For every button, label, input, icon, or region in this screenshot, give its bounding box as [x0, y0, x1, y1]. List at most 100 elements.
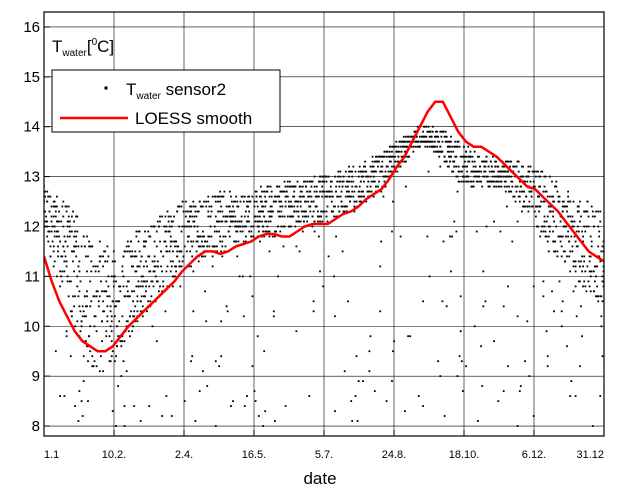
scatter-point	[123, 295, 126, 298]
scatter-point	[103, 290, 105, 293]
scatter-point	[504, 170, 507, 173]
scatter-point	[564, 250, 566, 253]
scatter-point	[484, 165, 487, 168]
scatter-point	[183, 225, 186, 228]
scatter-point	[310, 185, 313, 188]
scatter-point	[256, 225, 259, 228]
scatter-point	[280, 200, 283, 203]
scatter-point	[280, 225, 283, 228]
scatter-point	[524, 205, 526, 208]
scatter-point	[290, 205, 292, 208]
scatter-point	[66, 280, 69, 283]
scatter-point	[226, 310, 229, 313]
scatter-point	[48, 210, 51, 213]
scatter-point	[181, 260, 184, 263]
scatter-point	[146, 280, 148, 283]
scatter-point	[220, 320, 223, 323]
scatter-point	[225, 205, 228, 208]
scatter-point	[267, 220, 270, 223]
scatter-point	[65, 210, 68, 213]
scatter-point	[308, 190, 311, 193]
scatter-point	[228, 235, 231, 238]
scatter-point	[74, 405, 76, 407]
scatter-point	[359, 180, 362, 183]
scatter-point	[334, 315, 336, 318]
scatter-point	[570, 235, 573, 238]
scatter-point	[551, 195, 553, 198]
scatter-point	[540, 200, 543, 203]
scatter-point	[168, 230, 171, 233]
scatter-point	[427, 125, 430, 128]
scatter-point	[178, 225, 181, 228]
scatter-point	[306, 190, 308, 193]
scatter-point	[98, 260, 101, 263]
scatter-point	[150, 280, 153, 283]
scatter-point	[417, 395, 420, 397]
scatter-point	[291, 205, 293, 208]
scatter-point	[236, 200, 239, 203]
scatter-point	[321, 220, 324, 223]
scatter-point	[265, 220, 268, 223]
scatter-point	[54, 350, 57, 353]
scatter-point	[68, 230, 71, 233]
scatter-point	[523, 190, 525, 193]
scatter-point	[114, 360, 116, 363]
scatter-point	[51, 240, 54, 243]
scatter-point	[130, 310, 132, 313]
scatter-point	[502, 165, 505, 168]
scatter-point	[468, 155, 471, 158]
scatter-point	[167, 230, 170, 233]
scatter-point	[460, 180, 463, 183]
scatter-point	[289, 215, 291, 218]
scatter-point	[442, 130, 445, 133]
scatter-point	[443, 160, 446, 163]
scatter-point	[73, 220, 75, 223]
scatter-point	[393, 145, 395, 148]
scatter-point	[571, 215, 574, 218]
scatter-point	[217, 210, 219, 213]
scatter-point	[74, 245, 76, 248]
scatter-point	[512, 195, 515, 198]
scatter-point	[426, 235, 429, 238]
scatter-point	[206, 245, 209, 248]
scatter-point	[441, 150, 444, 153]
scatter-point	[120, 345, 123, 348]
scatter-point	[278, 215, 281, 218]
scatter-point	[510, 160, 513, 163]
scatter-point	[85, 305, 87, 308]
scatter-point	[543, 225, 546, 228]
scatter-point	[357, 195, 360, 198]
scatter-point	[398, 150, 401, 153]
scatter-point	[551, 290, 553, 293]
scatter-point	[482, 270, 485, 273]
scatter-point	[252, 225, 255, 228]
scatter-point	[474, 170, 477, 173]
scatter-point	[553, 200, 555, 203]
scatter-point	[584, 210, 587, 213]
scatter-point	[436, 145, 438, 148]
scatter-point	[262, 225, 264, 228]
scatter-point	[57, 230, 59, 233]
scatter-point	[523, 180, 525, 183]
scatter-point	[387, 155, 390, 158]
scatter-point	[546, 195, 549, 198]
scatter-point	[573, 260, 576, 263]
scatter-point	[239, 225, 242, 228]
scatter-point	[498, 175, 501, 178]
scatter-point	[234, 220, 237, 223]
x-tick-label: 5.7.	[315, 449, 333, 461]
scatter-point	[553, 310, 555, 313]
scatter-point	[456, 190, 459, 193]
scatter-point	[336, 180, 339, 183]
scatter-point	[300, 210, 303, 213]
scatter-point	[548, 230, 551, 233]
scatter-point	[463, 175, 465, 178]
scatter-point	[575, 245, 578, 248]
scatter-point	[290, 215, 292, 218]
scatter-point	[585, 210, 588, 213]
scatter-point	[185, 225, 188, 228]
scatter-point	[479, 165, 481, 168]
scatter-point	[124, 295, 127, 298]
scatter-point	[577, 230, 580, 233]
scatter-point	[73, 245, 75, 248]
